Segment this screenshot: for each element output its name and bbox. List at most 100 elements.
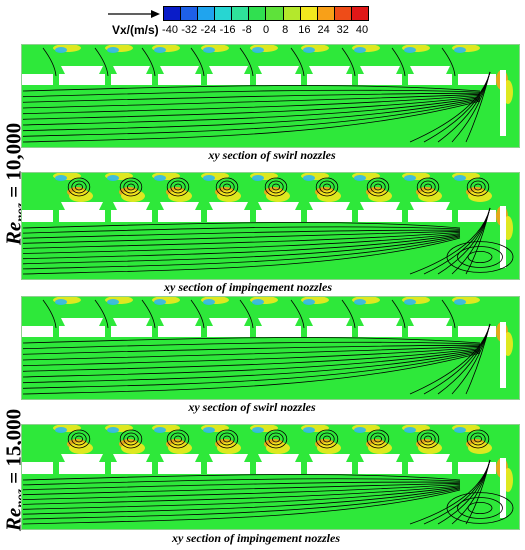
nozzle-block xyxy=(258,202,299,210)
colorbar-swatch xyxy=(181,7,199,20)
streamline xyxy=(22,236,461,270)
streamline xyxy=(22,481,461,491)
vortex-streamline xyxy=(473,435,482,443)
vortex-streamline xyxy=(373,183,382,191)
nozzle-block xyxy=(160,66,199,74)
vortex-streamline xyxy=(75,183,84,191)
vortex-streamline xyxy=(370,180,386,194)
velocity-contour xyxy=(454,175,466,181)
streamline xyxy=(22,348,481,372)
streamline xyxy=(441,299,456,329)
nozzle-block xyxy=(209,318,248,326)
streamline xyxy=(290,299,305,329)
nozzle-block xyxy=(113,318,150,326)
velocity-contour xyxy=(354,175,366,181)
flow-svg xyxy=(21,296,520,400)
streamline xyxy=(22,97,481,126)
streamline xyxy=(22,98,481,132)
streamline xyxy=(22,341,481,350)
vortex-streamline xyxy=(123,432,139,446)
velocity-contour xyxy=(55,299,67,305)
velocity-contour xyxy=(354,47,366,53)
vortex-streamline xyxy=(127,435,136,443)
nozzle-hole xyxy=(250,74,256,85)
velocity-contour xyxy=(252,299,264,305)
recirculation-streamline xyxy=(467,251,493,264)
vortex-streamline xyxy=(373,435,382,443)
vortex-streamline xyxy=(420,432,436,446)
velocity-contour xyxy=(303,175,315,181)
nozzle-hole xyxy=(352,462,358,474)
streamline xyxy=(22,226,461,234)
colorbar-swatch xyxy=(317,7,335,20)
colorbar-tick-label: -8 xyxy=(241,24,252,36)
streamline xyxy=(22,474,461,481)
nozzle-hole xyxy=(152,462,158,474)
colorbar-swatch xyxy=(164,7,182,20)
nozzle-block xyxy=(309,318,350,326)
nozzle-hole xyxy=(201,210,207,222)
colorbar-tick-label: 0 xyxy=(262,24,270,36)
velocity-contour xyxy=(55,427,67,433)
nozzle-block xyxy=(160,318,199,326)
streamline xyxy=(22,92,481,103)
nozzle-block xyxy=(258,454,299,462)
vortex-streamline xyxy=(173,435,182,443)
streamline xyxy=(22,485,461,505)
recirculation-streamline xyxy=(467,502,493,515)
exit-channel-wall xyxy=(500,322,506,388)
nozzle-hole xyxy=(152,74,158,85)
colorbar-swatch xyxy=(266,7,284,20)
velocity-contour xyxy=(354,299,366,305)
vortex-streamline xyxy=(466,177,490,197)
streamline xyxy=(22,337,481,344)
vortex-streamline xyxy=(166,177,190,197)
vortex-streamline xyxy=(322,435,331,443)
nozzle-plate xyxy=(21,462,496,474)
streamline xyxy=(22,478,461,486)
nozzle-hole xyxy=(452,462,458,474)
colorbar-tick-label: 40 xyxy=(355,24,369,36)
vortex-streamline xyxy=(222,435,231,443)
streamline xyxy=(22,234,461,260)
nozzle-block xyxy=(160,454,199,462)
nozzle-hole xyxy=(53,210,59,222)
velocity-contour xyxy=(55,175,67,181)
nozzle-hole xyxy=(352,210,358,222)
colorbar-tick-label: 8 xyxy=(282,24,289,36)
panel-frame xyxy=(21,424,520,530)
nozzle-block xyxy=(410,454,450,462)
nozzle-plate xyxy=(21,326,496,337)
flow-svg xyxy=(21,172,520,280)
nozzle-hole xyxy=(53,462,59,474)
streamline xyxy=(22,95,481,115)
streamline xyxy=(42,299,57,329)
velocity-contour xyxy=(303,427,315,433)
vortex-streamline xyxy=(416,177,440,197)
velocity-contour xyxy=(454,47,466,53)
nozzle-hole xyxy=(452,74,458,85)
streamline xyxy=(239,299,254,329)
nozzle-block xyxy=(360,454,400,462)
vortex-streamline xyxy=(268,432,284,446)
streamline xyxy=(341,47,356,77)
velocity-contour xyxy=(154,47,166,53)
velocity-contour xyxy=(107,427,119,433)
velocity-contour xyxy=(404,175,416,181)
vortex-streamline xyxy=(71,180,87,194)
streamline xyxy=(465,207,491,275)
panel-frame xyxy=(21,172,520,280)
panel-swirl-re10000 xyxy=(21,44,520,148)
nozzle-block xyxy=(61,66,103,74)
panel-caption: xy section of swirl nozzles xyxy=(188,400,316,414)
colorbar-swatch xyxy=(300,7,318,20)
exit-channel-wall xyxy=(500,70,506,136)
panel-impingement-re15000 xyxy=(21,424,520,530)
nozzle-hole xyxy=(301,210,307,222)
streamline xyxy=(94,299,109,329)
colorbar-ticks: -40 -32 -24 -16 -8 0 8 16 24 32 40 xyxy=(158,24,374,38)
vortex-streamline xyxy=(473,183,482,191)
nozzle-hole xyxy=(105,462,111,474)
nozzle-hole xyxy=(452,326,458,337)
